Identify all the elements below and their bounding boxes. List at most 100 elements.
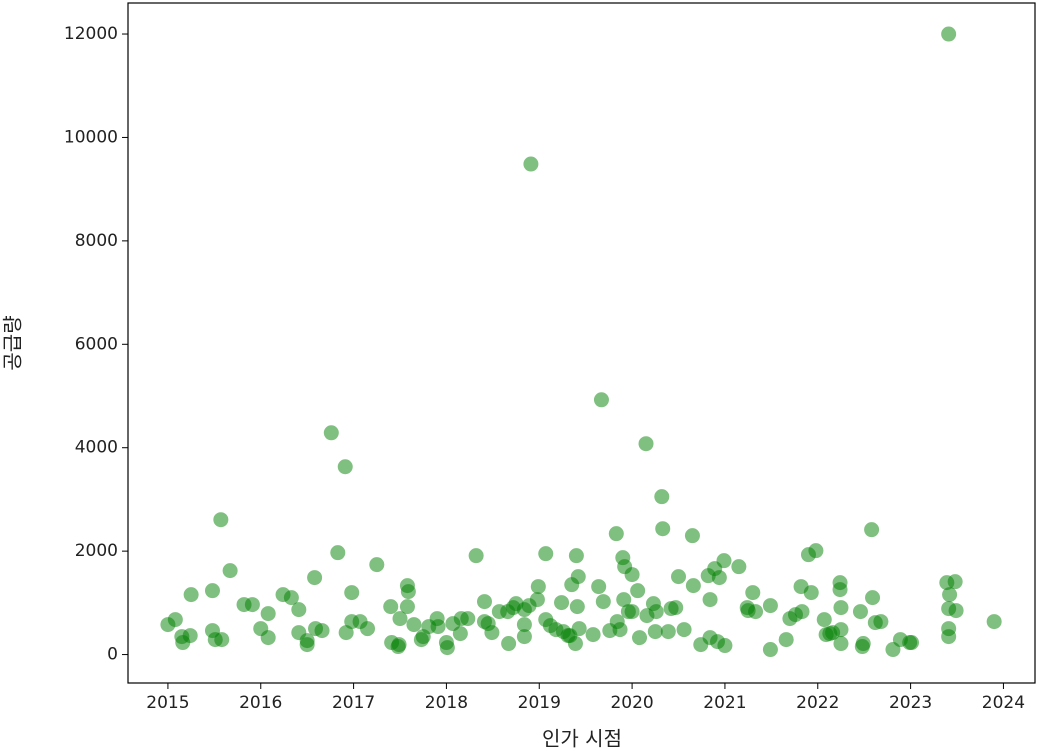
y-axis-title: 공급량 (1, 315, 25, 370)
point (638, 436, 654, 452)
point (570, 569, 586, 585)
y-tick-label: 6000 (75, 334, 118, 354)
point (778, 632, 794, 648)
point (591, 579, 607, 595)
point (299, 637, 315, 653)
point (530, 579, 546, 595)
point (283, 590, 299, 606)
point (684, 528, 700, 544)
point (307, 570, 323, 586)
point (941, 629, 957, 645)
point (593, 392, 609, 408)
point (716, 553, 732, 569)
point (904, 635, 920, 651)
point (222, 563, 238, 579)
point (568, 548, 584, 564)
point (452, 626, 468, 642)
point (360, 621, 376, 637)
point (685, 578, 701, 594)
y-tick-label: 0 (107, 645, 118, 665)
point (383, 599, 399, 615)
y-tick-label: 4000 (75, 438, 118, 458)
point (484, 625, 500, 641)
point (941, 26, 957, 42)
x-tick-label: 2019 (518, 693, 561, 713)
point (632, 630, 648, 646)
point (516, 629, 532, 645)
y-tick-label: 12000 (64, 24, 118, 44)
point (711, 570, 727, 586)
point (660, 624, 676, 640)
point (816, 612, 832, 628)
x-axis-title: 인가 시점 (542, 727, 622, 751)
point (501, 636, 517, 652)
point (668, 600, 684, 616)
y-tick-label: 10000 (64, 127, 118, 147)
point (833, 622, 849, 638)
point (833, 600, 849, 616)
point (468, 548, 484, 564)
point (616, 592, 632, 608)
point (344, 585, 360, 601)
point (554, 595, 570, 611)
point (671, 569, 687, 585)
y-tick-label: 2000 (75, 541, 118, 561)
point (323, 425, 339, 441)
point (585, 627, 601, 643)
point (794, 604, 810, 620)
point (516, 617, 532, 633)
point (731, 559, 747, 575)
point (213, 512, 229, 528)
point (608, 526, 624, 542)
point (852, 604, 868, 620)
point (855, 636, 871, 652)
point (337, 459, 353, 475)
point (406, 617, 422, 633)
point (808, 543, 824, 559)
point (529, 592, 545, 608)
point (439, 640, 455, 656)
point (624, 604, 640, 620)
point (648, 604, 664, 620)
x-tick-label: 2020 (610, 693, 653, 713)
point (612, 622, 628, 638)
point (655, 521, 671, 537)
x-tick-label: 2016 (239, 693, 282, 713)
point (523, 156, 539, 172)
point (595, 594, 611, 610)
point (392, 611, 408, 627)
point (569, 599, 585, 615)
point (391, 637, 407, 653)
point (538, 546, 554, 562)
point (260, 606, 276, 622)
point (948, 603, 964, 619)
point (762, 642, 778, 658)
point (865, 590, 881, 606)
point (624, 567, 640, 583)
point (399, 599, 415, 615)
x-tick-label: 2015 (146, 693, 189, 713)
point (314, 623, 330, 639)
point (571, 621, 587, 637)
point (182, 628, 198, 644)
point (942, 587, 958, 603)
point (369, 557, 385, 573)
point (330, 545, 346, 561)
point (430, 619, 446, 635)
point (873, 614, 889, 630)
y-tick-label: 8000 (75, 231, 118, 251)
point (630, 583, 646, 599)
point (204, 583, 220, 599)
point (832, 582, 848, 598)
point (400, 584, 416, 600)
point (476, 594, 492, 610)
point (745, 585, 761, 601)
x-tick-label: 2023 (889, 693, 932, 713)
point (762, 598, 778, 614)
x-tick-label: 2017 (332, 693, 375, 713)
point (864, 522, 880, 538)
point (947, 574, 963, 590)
point (717, 638, 733, 654)
x-tick-label: 2021 (703, 693, 746, 713)
